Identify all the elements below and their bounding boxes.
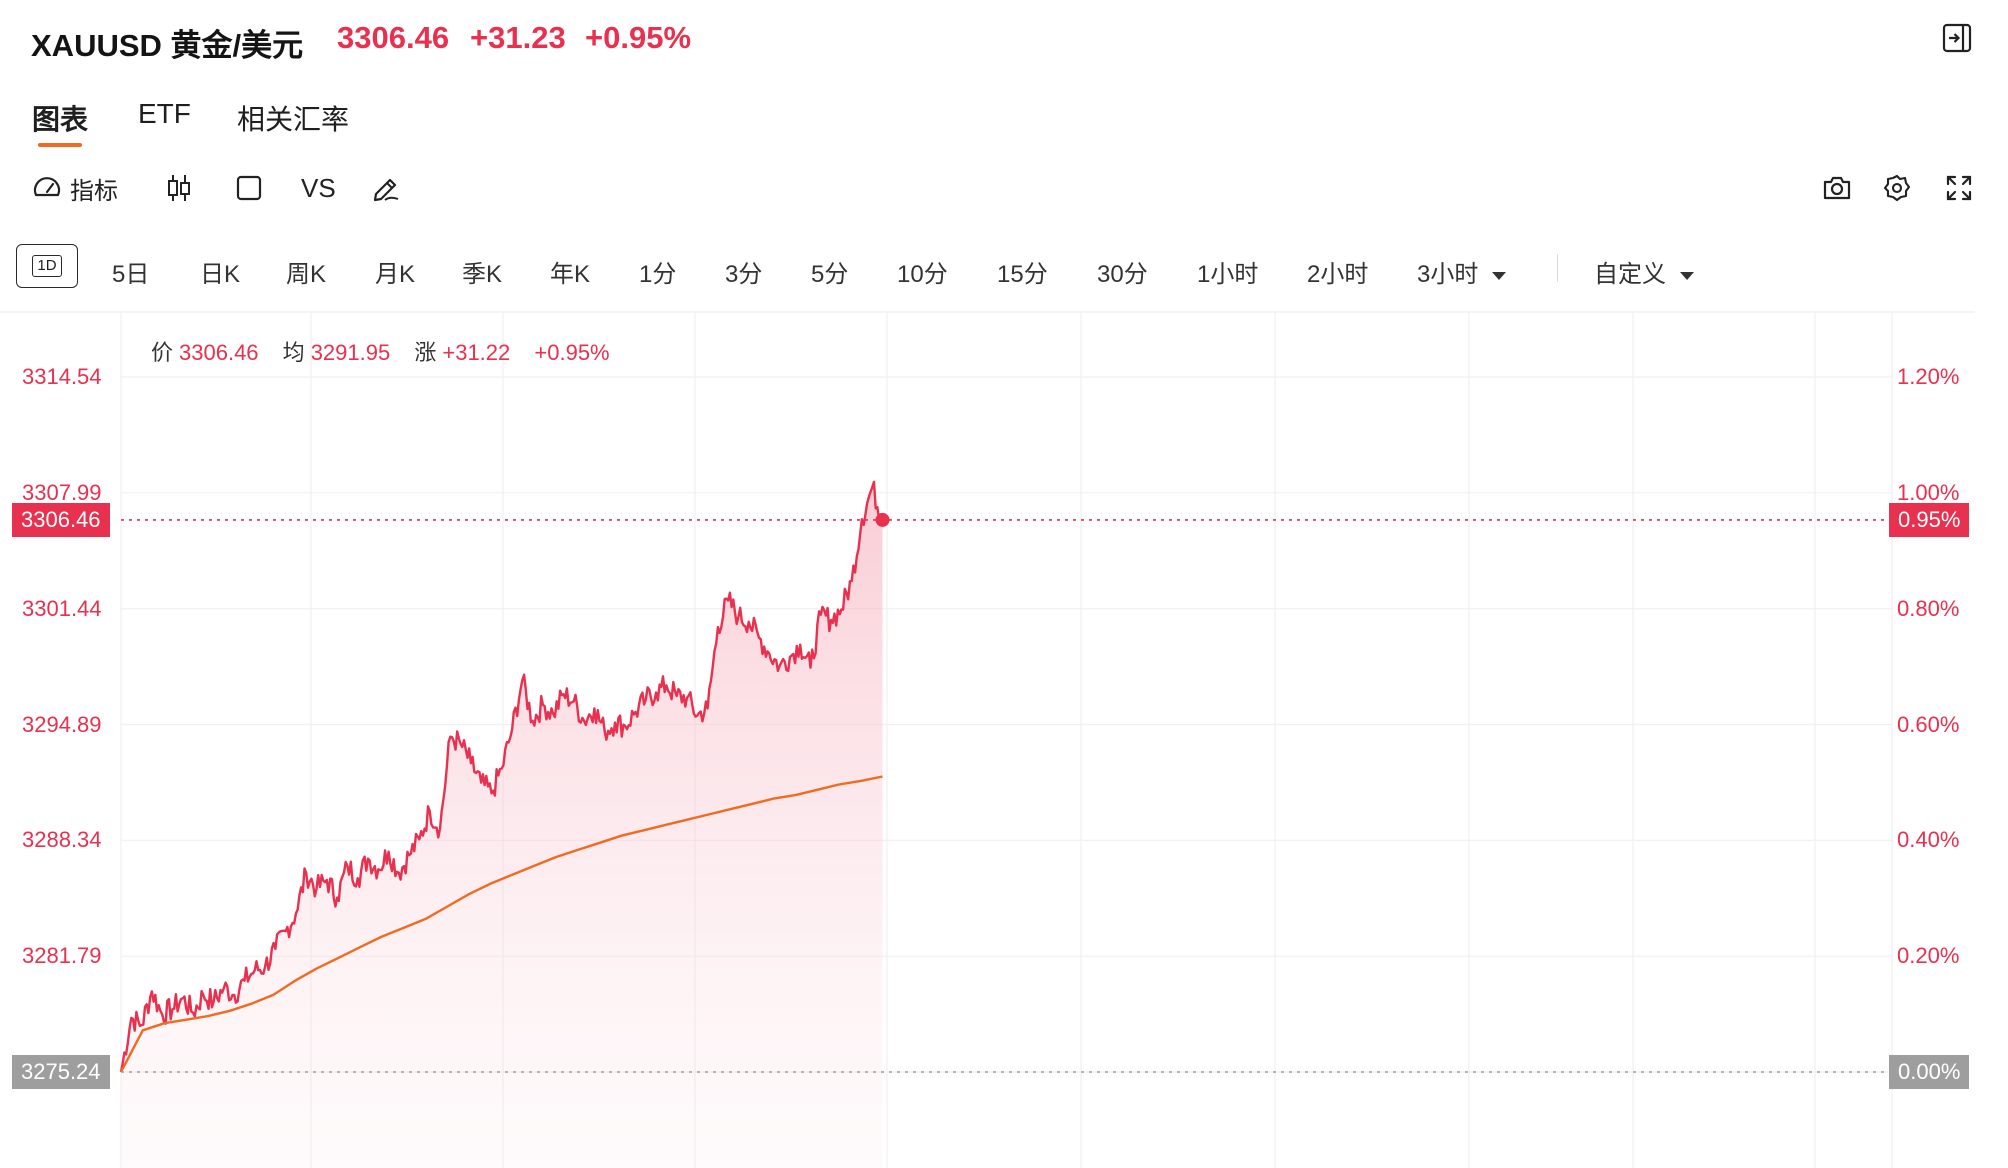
y-tick-right: 1.00%	[1897, 479, 1960, 505]
chevron-down-icon	[1680, 271, 1694, 280]
period-custom-dropdown[interactable]: 自定义	[1594, 254, 1694, 289]
period-1hour[interactable]: 1小时	[1197, 261, 1259, 288]
y-tick-left: 3307.99	[22, 479, 102, 505]
chart-legend: 价 3306.46 均 3291.95 涨 +31.22 +0.95%	[151, 335, 628, 367]
y-tick-left: 3294.89	[22, 711, 102, 737]
fullscreen-icon[interactable]	[1945, 170, 1973, 206]
last-percent-tag: 0.95%	[1889, 502, 1970, 537]
tab-chart[interactable]: 图表	[32, 104, 89, 135]
indicator-label: 指标	[70, 177, 118, 205]
y-tick-right: 0.80%	[1897, 595, 1960, 621]
period-divider	[1557, 254, 1558, 282]
period-custom-label: 自定义	[1594, 261, 1666, 288]
y-tick-right: 0.20%	[1897, 943, 1960, 969]
average-line	[119, 775, 883, 1073]
period-1d-label: 1D	[32, 255, 62, 277]
period-15min[interactable]: 15分	[997, 261, 1048, 288]
baseline-percent-tag: 0.00%	[1889, 1055, 1970, 1089]
legend-price-value: 3306.46	[179, 340, 259, 365]
active-tab-indicator	[38, 143, 82, 147]
price-change: +31.23	[470, 20, 566, 55]
symbol-title: XAUUSD 黄金/美元	[31, 28, 304, 63]
chevron-down-icon	[1492, 271, 1507, 280]
period-yearly-k[interactable]: 年K	[550, 261, 591, 288]
panel-collapse-icon[interactable]	[1941, 22, 1973, 54]
last-price: 3306.46	[337, 20, 450, 55]
period-5min[interactable]: 5分	[811, 261, 849, 288]
period-quarterly-k[interactable]: 季K	[462, 261, 503, 288]
period-10min[interactable]: 10分	[897, 261, 948, 288]
legend-change-key: 涨	[414, 340, 437, 365]
legend-percent-value: +0.95%	[534, 340, 610, 365]
period-2hour[interactable]: 2小时	[1307, 261, 1369, 288]
baseline-price-tag: 3275.24	[12, 1055, 110, 1089]
y-tick-left: 3281.79	[22, 943, 102, 969]
price-chart[interactable]	[0, 310, 2008, 1168]
legend-change-value: +31.22	[442, 340, 511, 365]
y-tick-left: 3314.54	[22, 364, 102, 389]
last-price-dot	[875, 512, 890, 527]
price-area-fill	[121, 481, 883, 1168]
quote-header: XAUUSD 黄金/美元 3306.46 +31.23 +0.95%	[0, 0, 2008, 80]
candlestick-icon[interactable]	[165, 170, 193, 206]
tab-etf[interactable]: ETF	[138, 98, 191, 129]
price-line	[119, 480, 884, 1073]
indicator-button[interactable]: 指标	[32, 170, 118, 206]
period-30min[interactable]: 30分	[1097, 261, 1148, 288]
chart-grid	[120, 312, 1893, 1168]
gauge-icon	[32, 173, 62, 203]
square-icon[interactable]	[235, 170, 263, 206]
tab-related-fx[interactable]: 相关汇率	[237, 104, 350, 135]
gear-icon[interactable]	[1882, 170, 1912, 206]
period-5d[interactable]: 5日	[112, 261, 150, 288]
period-3min[interactable]: 3分	[725, 261, 763, 288]
period-1d-button[interactable]: 1D	[16, 244, 78, 288]
period-3hour-label: 3小时	[1417, 261, 1479, 288]
period-1min[interactable]: 1分	[639, 261, 677, 288]
compare-vs-button[interactable]: VS	[301, 172, 336, 203]
y-tick-right: 0.60%	[1897, 711, 1960, 737]
price-change-percent: +0.95%	[585, 20, 692, 55]
y-tick-right: 1.20%	[1897, 364, 1960, 389]
y-tick-right: 0.40%	[1897, 827, 1960, 853]
period-weekly-k[interactable]: 周K	[286, 261, 327, 288]
y-tick-left: 3288.34	[22, 827, 102, 853]
legend-avg-value: 3291.95	[310, 340, 391, 365]
period-selector: 1D 5日 日K 周K 月K 季K 年K 1分 3分 5分 10分 15分 30…	[14, 244, 1974, 294]
y-tick-left: 3301.44	[22, 595, 102, 621]
legend-avg-key: 均	[282, 340, 305, 365]
period-3hour-dropdown[interactable]: 3小时	[1417, 254, 1507, 289]
legend-price-key: 价	[151, 340, 174, 365]
last-price-tag: 3306.46	[12, 502, 110, 537]
period-daily-k[interactable]: 日K	[200, 261, 241, 288]
camera-icon[interactable]	[1822, 170, 1852, 206]
pen-icon[interactable]	[370, 170, 402, 206]
period-monthly-k[interactable]: 月K	[375, 261, 416, 288]
